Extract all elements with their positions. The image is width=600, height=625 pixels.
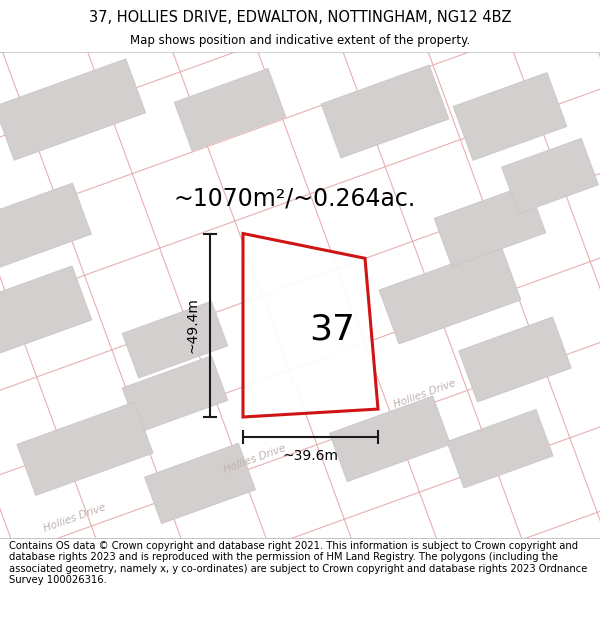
Polygon shape (122, 301, 228, 378)
Text: ~39.6m: ~39.6m (283, 449, 338, 462)
Text: 37: 37 (309, 312, 355, 346)
Text: Map shows position and indicative extent of the property.: Map shows position and indicative extent… (130, 34, 470, 47)
Polygon shape (122, 356, 228, 432)
Text: ~1070m²/~0.264ac.: ~1070m²/~0.264ac. (174, 187, 416, 211)
Text: Hollies Drive: Hollies Drive (223, 442, 287, 474)
Polygon shape (174, 68, 286, 151)
Polygon shape (329, 396, 451, 482)
Polygon shape (145, 443, 256, 524)
Text: Contains OS data © Crown copyright and database right 2021. This information is : Contains OS data © Crown copyright and d… (9, 541, 587, 586)
Polygon shape (434, 184, 546, 267)
Polygon shape (17, 402, 153, 496)
Polygon shape (0, 59, 146, 160)
Polygon shape (321, 65, 449, 158)
Polygon shape (379, 246, 521, 344)
Text: 37, HOLLIES DRIVE, EDWALTON, NOTTINGHAM, NG12 4BZ: 37, HOLLIES DRIVE, EDWALTON, NOTTINGHAM,… (89, 11, 511, 26)
Polygon shape (502, 138, 598, 214)
Polygon shape (458, 317, 571, 402)
Polygon shape (0, 183, 91, 268)
Text: Hollies Drive: Hollies Drive (43, 503, 107, 534)
Polygon shape (0, 266, 92, 354)
Polygon shape (453, 72, 567, 161)
Text: Hollies Drive: Hollies Drive (392, 378, 457, 410)
Polygon shape (447, 409, 553, 488)
Polygon shape (243, 234, 378, 417)
Text: ~49.4m: ~49.4m (186, 298, 200, 353)
